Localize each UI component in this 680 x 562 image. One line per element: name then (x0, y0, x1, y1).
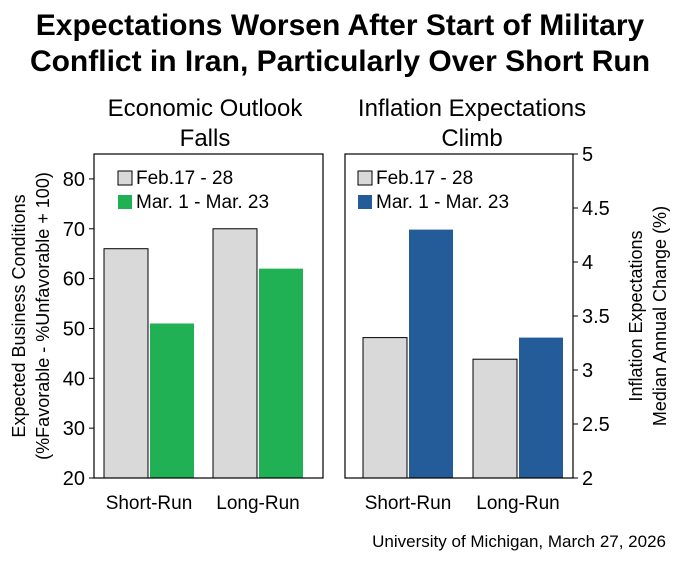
legend-label: Feb.17 - 28 (136, 168, 233, 189)
main-title-line-2: Conflict in Iran, Particularly Over Shor… (29, 45, 651, 78)
legend-label: Mar. 1 - Mar. 23 (136, 192, 269, 213)
source-note: University of Michigan, March 27, 2026 (372, 532, 666, 551)
legend-swatch (117, 170, 133, 186)
legend-swatch (358, 195, 372, 209)
y-tick-label: 3 (582, 360, 593, 382)
y-tick-label: 2.5 (582, 414, 610, 436)
bar-panel1-long-run-series2 (259, 268, 303, 478)
y-tick-label: 5 (582, 144, 593, 166)
panel-2-title-line: Climb (441, 125, 502, 152)
y-tick-label: 40 (63, 368, 85, 390)
y-tick-label: 20 (63, 468, 85, 490)
x-category-label: Short-Run (106, 493, 193, 514)
panel-2-title-line: Inflation Expectations (358, 95, 586, 122)
panel-1-plot-frame (93, 153, 324, 479)
bar-panel2-short-run-series1 (362, 337, 408, 479)
main-title: Expectations Worsen After Start of Milit… (0, 8, 680, 80)
x-category-label: Short-Run (365, 493, 452, 514)
y-tick-label: 30 (63, 418, 85, 440)
y-axis-label-line: Inflation Expectations (626, 230, 646, 401)
legend-label: Feb.17 - 28 (376, 168, 473, 189)
panel-1-title-line: Economic Outlook (108, 95, 304, 122)
main-title-line-1: Expectations Worsen After Start of Milit… (35, 9, 645, 42)
bar-panel1-short-run-series2 (150, 323, 194, 478)
y-axis-label-line: Median Annual Change (%) (650, 206, 670, 426)
y-tick-label: 2 (582, 468, 593, 490)
panel-1-title-line: Falls (180, 125, 231, 152)
legend-swatch (118, 195, 132, 209)
legend-label: Mar. 1 - Mar. 23 (376, 192, 509, 213)
y-tick-label: 80 (63, 169, 85, 191)
y-axis-label-line: (%Favorable - %Unfavorable + 100) (33, 172, 53, 460)
bar-panel2-long-run-series1 (472, 358, 518, 479)
y-tick-label: 50 (63, 318, 85, 340)
x-category-label: Long-Run (476, 493, 559, 514)
legend-swatch (357, 170, 373, 186)
bar-panel2-short-run-series2 (409, 229, 453, 478)
y-tick-label: 60 (63, 269, 85, 291)
y-tick-label: 4.5 (582, 198, 610, 220)
bar-panel2-long-run-series2 (519, 337, 563, 478)
y-tick-label: 70 (63, 219, 85, 241)
y-tick-label: 3.5 (582, 306, 610, 328)
y-tick-label: 4 (582, 252, 593, 274)
bar-panel1-long-run-series1 (212, 228, 258, 479)
y-axis-label-line: Expected Business Conditions (9, 194, 29, 437)
x-category-label: Long-Run (216, 493, 299, 514)
bar-panel1-short-run-series1 (103, 248, 149, 479)
